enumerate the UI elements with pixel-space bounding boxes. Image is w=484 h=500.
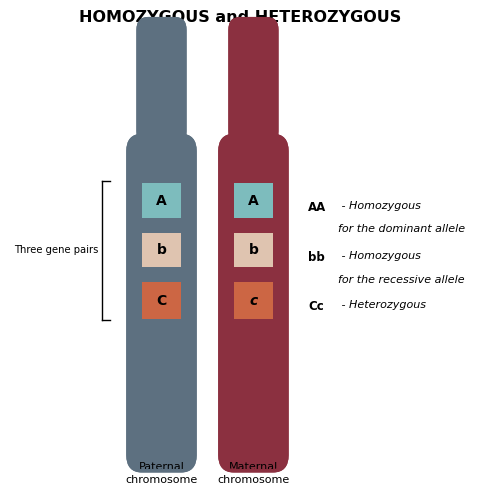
- Bar: [233, 282, 272, 319]
- Text: Paternal
chromosome: Paternal chromosome: [125, 462, 197, 485]
- FancyBboxPatch shape: [136, 17, 186, 144]
- Text: - Homozygous: - Homozygous: [337, 251, 420, 261]
- Text: b: b: [248, 243, 258, 257]
- Text: for the dominant allele: for the dominant allele: [337, 224, 464, 234]
- Text: - Heterozygous: - Heterozygous: [337, 300, 425, 310]
- Text: A: A: [156, 194, 166, 207]
- FancyBboxPatch shape: [136, 17, 186, 144]
- Bar: [141, 232, 181, 268]
- Bar: [141, 282, 181, 319]
- Text: Cc: Cc: [307, 300, 323, 314]
- Bar: [233, 232, 272, 268]
- Text: HOMOZYGOUS and HETEROZYGOUS: HOMOZYGOUS and HETEROZYGOUS: [79, 10, 401, 25]
- FancyBboxPatch shape: [147, 128, 175, 154]
- Text: c: c: [249, 294, 257, 308]
- FancyBboxPatch shape: [219, 136, 287, 471]
- Text: C: C: [156, 294, 166, 308]
- Text: - Homozygous: - Homozygous: [337, 200, 420, 210]
- FancyBboxPatch shape: [128, 136, 195, 471]
- Text: for the recessive allele: for the recessive allele: [337, 274, 464, 284]
- FancyBboxPatch shape: [228, 17, 278, 144]
- Bar: [141, 183, 181, 218]
- FancyBboxPatch shape: [147, 128, 175, 154]
- FancyBboxPatch shape: [228, 17, 278, 144]
- FancyBboxPatch shape: [239, 128, 267, 154]
- Text: A: A: [247, 194, 258, 207]
- Text: AA: AA: [307, 200, 326, 213]
- Text: bb: bb: [307, 251, 324, 264]
- Text: Maternal
chromosome: Maternal chromosome: [217, 462, 289, 485]
- FancyBboxPatch shape: [239, 128, 267, 154]
- Text: b: b: [156, 243, 166, 257]
- Text: Three gene pairs: Three gene pairs: [14, 246, 98, 256]
- Bar: [233, 183, 272, 218]
